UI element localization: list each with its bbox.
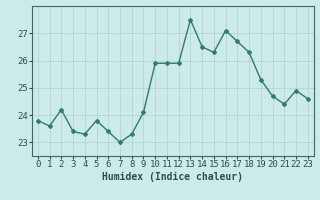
X-axis label: Humidex (Indice chaleur): Humidex (Indice chaleur)	[102, 172, 243, 182]
